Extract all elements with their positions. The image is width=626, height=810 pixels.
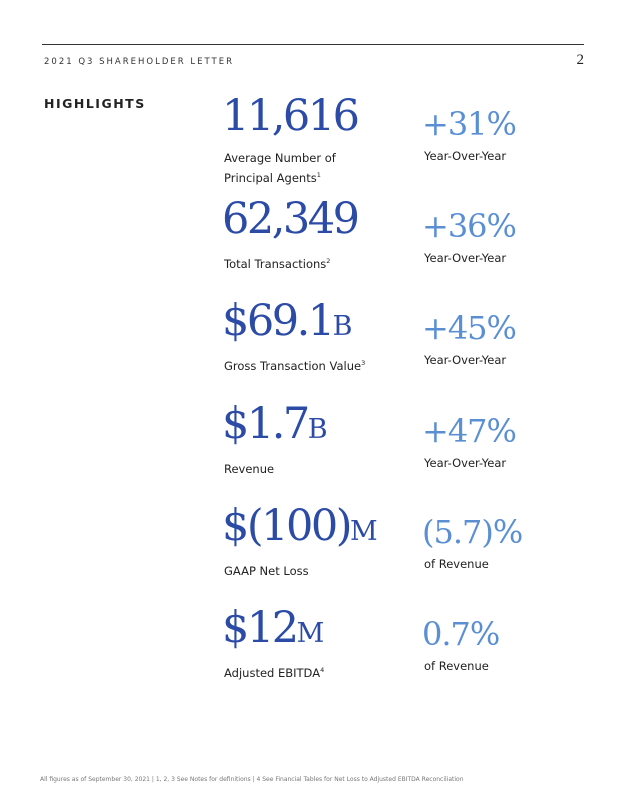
- change-gross-transaction-value: +45% Year-Over-Year: [422, 308, 582, 369]
- change-value: +36%: [422, 207, 517, 245]
- change-value: +45%: [422, 309, 517, 347]
- change-label: Year-Over-Year: [424, 251, 507, 265]
- metric-value: 62,349: [222, 194, 360, 244]
- page-number: 2: [576, 52, 585, 68]
- metric-value: 11,616: [222, 91, 360, 141]
- change-total-transactions: +36% Year-Over-Year: [422, 206, 582, 267]
- metric-principal-agents: 11,616 Average Number of Principal Agent…: [222, 92, 402, 187]
- metric-value: $69.1B: [222, 296, 353, 346]
- metric-label: Total Transactions2: [224, 257, 331, 271]
- change-label: of Revenue: [424, 659, 489, 673]
- footnote-marker: 1: [316, 171, 321, 179]
- metric-gross-transaction-value: $69.1B Gross Transaction Value3: [222, 297, 402, 375]
- page-footnote: All figures as of September 30, 2021 | 1…: [40, 776, 464, 783]
- metric-value: $12M: [222, 603, 325, 653]
- header-rule: [42, 44, 584, 45]
- section-title: HIGHLIGHTS: [44, 96, 146, 111]
- metric-label: Average Number of Principal Agents1: [224, 151, 336, 185]
- change-label: Year-Over-Year: [424, 353, 507, 367]
- footnote-marker: 2: [326, 257, 331, 265]
- change-label: Year-Over-Year: [424, 456, 507, 470]
- footnote-marker: 4: [320, 666, 325, 674]
- footnote-marker: 3: [361, 359, 366, 367]
- metric-label: Revenue: [224, 462, 275, 476]
- metric-total-transactions: 62,349 Total Transactions2: [222, 195, 402, 273]
- change-adjusted-ebitda: 0.7% of Revenue: [422, 614, 582, 675]
- change-value: (5.7)%: [422, 513, 523, 551]
- change-value: +31%: [422, 105, 517, 143]
- metric-label: GAAP Net Loss: [224, 564, 309, 578]
- change-label: of Revenue: [424, 557, 489, 571]
- change-value: +47%: [422, 412, 517, 450]
- change-principal-agents: +31% Year-Over-Year: [422, 104, 582, 165]
- metric-revenue: $1.7B Revenue: [222, 400, 402, 478]
- metric-label: Gross Transaction Value3: [224, 359, 366, 373]
- metric-value: $(100)M: [222, 501, 378, 551]
- metric-adjusted-ebitda: $12M Adjusted EBITDA4: [222, 604, 402, 682]
- change-value: 0.7%: [422, 615, 500, 653]
- change-label: Year-Over-Year: [424, 149, 507, 163]
- metric-value: $1.7B: [222, 399, 328, 449]
- metric-gaap-net-loss: $(100)M GAAP Net Loss: [222, 502, 402, 580]
- document-title: 2021 Q3 SHAREHOLDER LETTER: [44, 57, 234, 67]
- change-revenue: +47% Year-Over-Year: [422, 411, 582, 472]
- change-gaap-net-loss: (5.7)% of Revenue: [422, 512, 582, 573]
- metric-label: Adjusted EBITDA4: [224, 666, 325, 680]
